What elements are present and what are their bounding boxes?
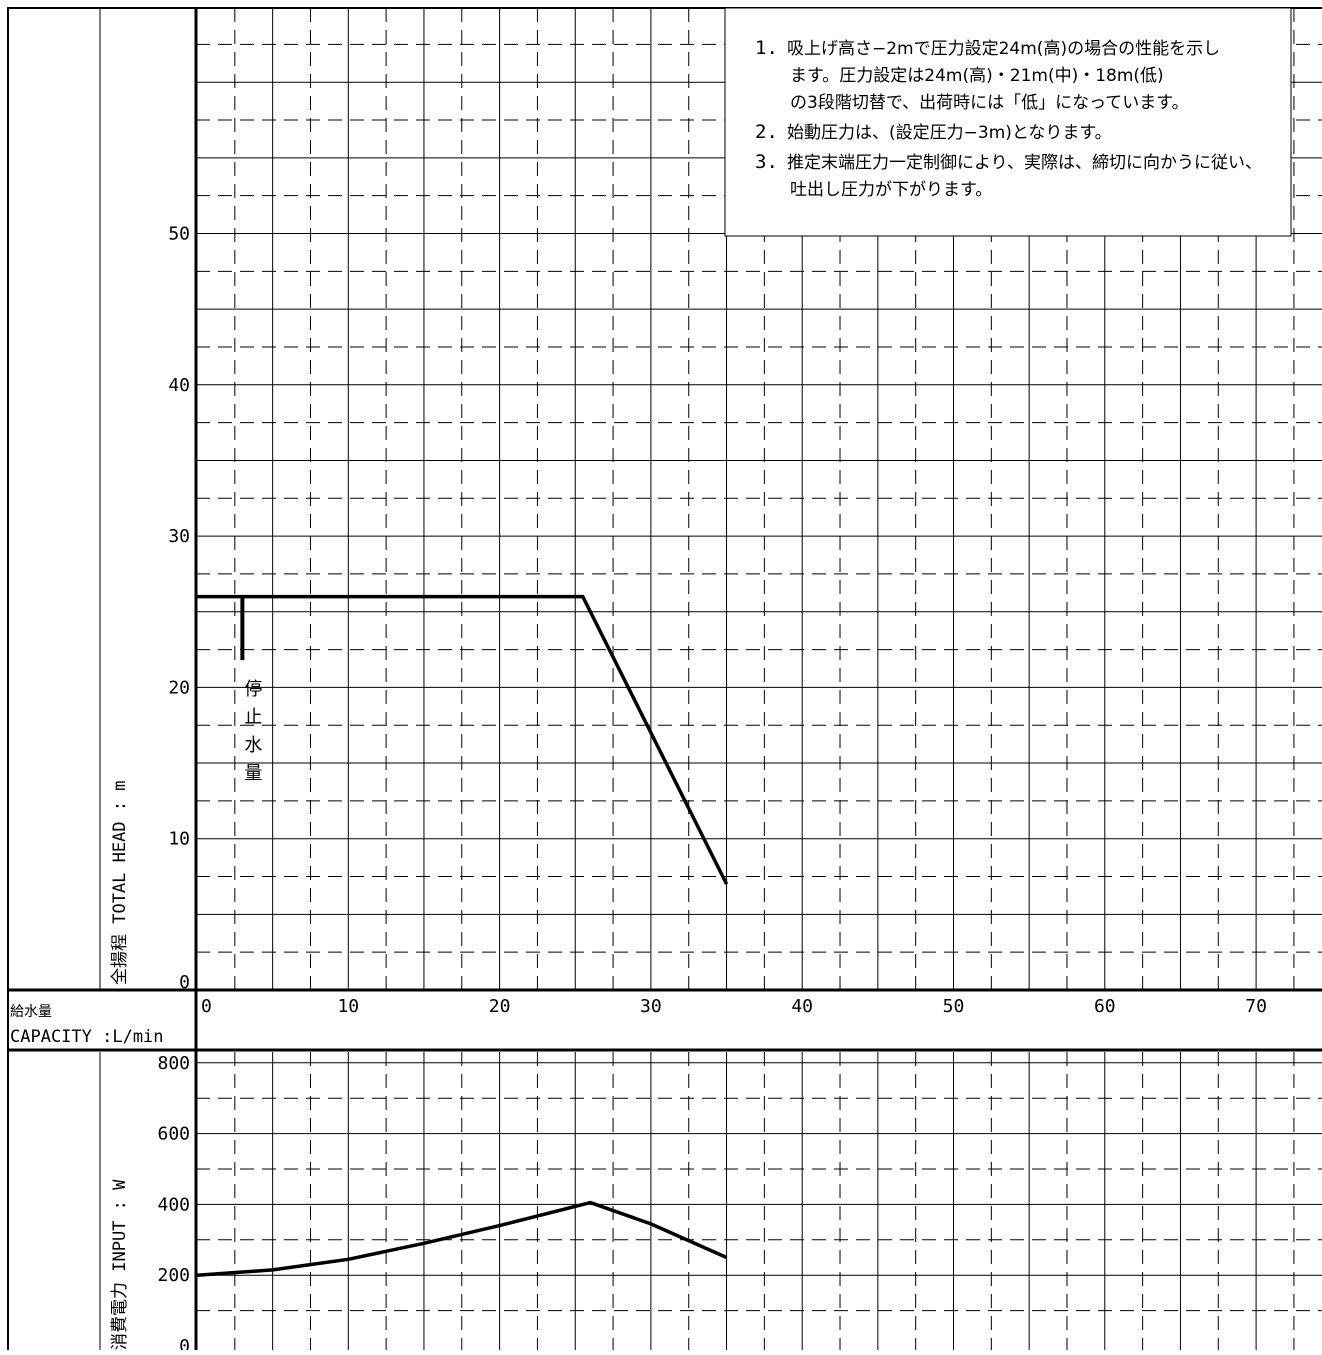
stop-flow-label-char: 量 xyxy=(244,763,262,784)
x-tick-label: 0 xyxy=(201,996,212,1017)
power-y-tick-label: 0 xyxy=(179,1336,190,1350)
x-tick-label: 10 xyxy=(337,996,359,1017)
power-y-tick-label: 200 xyxy=(157,1265,190,1286)
stop-flow-label-char: 水 xyxy=(244,735,262,756)
head-y-tick-label: 0 xyxy=(179,972,190,993)
axes: 0 10 20 30 40 50 0 200 400 600 800 0 10 20 30 40 50 60 70 給… xyxy=(10,224,1267,1351)
power-y-tick-label: 400 xyxy=(157,1194,190,1215)
x-tick-label: 60 xyxy=(1094,996,1116,1017)
power-y-tick-label: 800 xyxy=(157,1053,190,1074)
head-y-tick-label: 20 xyxy=(168,677,190,698)
head-y-axis-label: 全揚程 TOTAL HEAD : m xyxy=(110,780,130,985)
stop-flow-label-char: 停 xyxy=(244,679,262,700)
x-axis-label-jp: 給水量 xyxy=(10,1004,52,1020)
x-tick-label: 20 xyxy=(489,996,511,1017)
head-y-tick-label: 30 xyxy=(168,526,190,547)
note-text-line: 始動圧力は、(設定圧力−3m)となります。 xyxy=(787,123,1112,143)
note-text-line: ます。圧力設定は24m(高)・21m(中)・18m(低) xyxy=(790,66,1164,86)
x-tick-label: 70 xyxy=(1245,996,1267,1017)
note-text-line: 推定末端圧力一定制御により、実際は、締切に向かうに従い、 xyxy=(787,153,1262,173)
note-number: 2. xyxy=(755,121,778,143)
power-y-axis-label: 消費電力 INPUT : W xyxy=(110,1179,130,1350)
x-tick-label: 40 xyxy=(791,996,813,1017)
notes-box: 1. 吸上げ高さ−2mで圧力設定24m(高)の場合の性能を示します。圧力設定は24… xyxy=(725,8,1291,236)
note-number: 3. xyxy=(755,151,778,173)
head-y-tick-label: 50 xyxy=(168,224,190,245)
note-text-line: 吸上げ高さ−2mで圧力設定24m(高)の場合の性能を示し xyxy=(787,39,1220,59)
head-y-tick-label: 10 xyxy=(168,829,190,850)
x-axis-label-en: CAPACITY :L/min xyxy=(10,1027,164,1047)
note-text-line: の3段階切替で、出荷時には「低」になっています。 xyxy=(790,93,1189,113)
note-number: 1. xyxy=(755,37,778,59)
power-y-tick-label: 600 xyxy=(157,1124,190,1145)
x-tick-label: 30 xyxy=(640,996,662,1017)
x-tick-label: 50 xyxy=(943,996,965,1017)
note-text-line: 吐出し圧力が下がります。 xyxy=(790,180,992,200)
head-y-tick-label: 40 xyxy=(168,375,190,396)
stop-flow-label-char: 止 xyxy=(244,707,262,728)
